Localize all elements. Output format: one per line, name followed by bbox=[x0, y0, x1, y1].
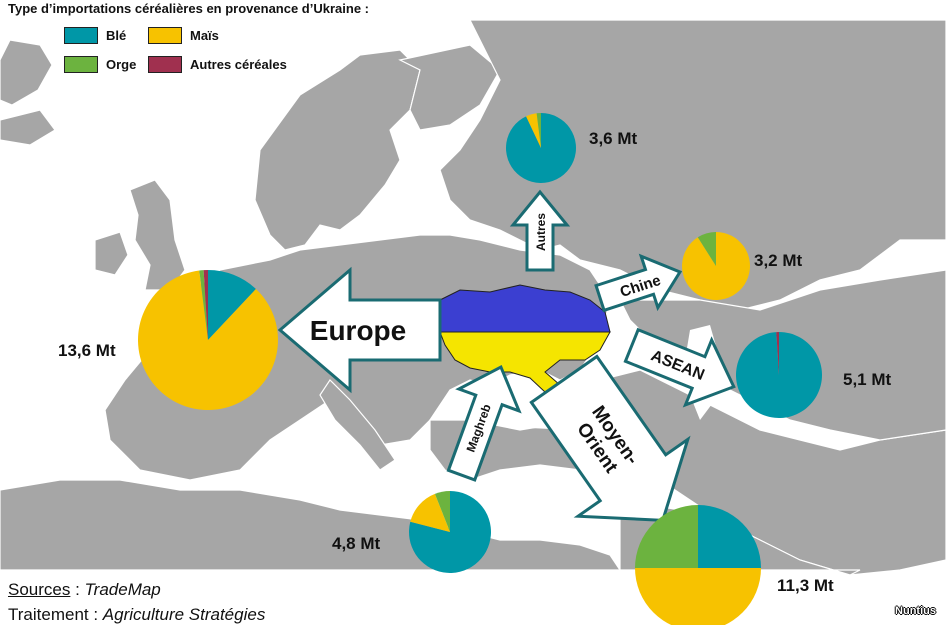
pie-slice-moyen_orient-ble bbox=[698, 505, 761, 568]
value-label-maghreb: 4,8 Mt bbox=[332, 534, 381, 553]
sources-value: TradeMap bbox=[84, 580, 161, 599]
pie-slice-europe-autres bbox=[203, 270, 208, 340]
value-label-moyen-orient: 11,3 Mt bbox=[777, 576, 834, 595]
pie-slice-europe-orge bbox=[199, 270, 208, 340]
pie-slice-autres-mais bbox=[526, 113, 541, 148]
arrow-label-autres: Autres bbox=[534, 213, 548, 251]
legend-swatch-mais bbox=[148, 27, 182, 44]
legend-orge: Orge bbox=[64, 56, 136, 73]
legend-autres: Autres céréales bbox=[148, 56, 287, 73]
pie-slice-maghreb-orge bbox=[434, 491, 450, 532]
sources-line: Sources : TradeMap bbox=[8, 580, 161, 600]
pie-slice-asean-autres bbox=[776, 332, 779, 375]
treatment-prefix: Traitement bbox=[8, 605, 89, 624]
value-label-autres: 3,6 Mt bbox=[589, 129, 638, 148]
legend-swatch-autres bbox=[148, 56, 182, 73]
arrow-moyen-orient bbox=[529, 354, 691, 522]
pie-asean bbox=[736, 332, 822, 418]
legend-label-ble: Blé bbox=[106, 28, 127, 43]
pie-europe bbox=[138, 270, 278, 410]
legend-label-autres: Autres céréales bbox=[190, 57, 287, 72]
map-title: Type d’importations céréalières en prove… bbox=[8, 1, 369, 16]
value-label-asean: 5,1 Mt bbox=[843, 370, 892, 389]
arrow-europe bbox=[277, 266, 442, 394]
arrow-maghreb bbox=[446, 364, 522, 482]
legend-label-orge: Orge bbox=[106, 57, 137, 72]
arrow-label-europe: Europe bbox=[310, 315, 406, 346]
pie-slice-europe-mais bbox=[138, 270, 278, 410]
arrow-asean bbox=[623, 327, 736, 408]
treatment-sep: : bbox=[88, 605, 103, 624]
credit-logo: Nuntius bbox=[895, 605, 936, 617]
pie-maghreb bbox=[408, 491, 491, 574]
arrow-autres bbox=[509, 189, 571, 272]
pie-slice-maghreb-ble bbox=[408, 491, 491, 574]
value-label-europe: 13,6 Mt bbox=[58, 341, 116, 360]
legend-swatch-ble bbox=[64, 27, 98, 44]
arrows-layer: Europe Autres Chine ASEAN Maghreb Moyen-… bbox=[277, 189, 736, 522]
pie-slice-maghreb-mais bbox=[410, 493, 450, 532]
legend-ble: Blé bbox=[64, 27, 126, 44]
pie-chine bbox=[682, 232, 750, 300]
value-label-chine: 3,2 Mt bbox=[754, 251, 803, 270]
pie-moyen_orient bbox=[635, 505, 761, 625]
pie-slice-moyen_orient-mais bbox=[635, 568, 761, 625]
sources-sep: : bbox=[70, 580, 85, 599]
legend-mais: Maïs bbox=[148, 27, 219, 44]
sources-prefix: Sources bbox=[8, 580, 71, 599]
pies-layer bbox=[138, 113, 822, 625]
arrow-chine bbox=[594, 253, 683, 313]
treatment-value: Agriculture Stratégies bbox=[102, 605, 266, 624]
pie-autres bbox=[505, 113, 577, 184]
legend-label-mais: Maïs bbox=[190, 28, 219, 43]
pie-slice-autres-orge bbox=[536, 113, 541, 148]
pie-slice-chine-orge bbox=[697, 232, 716, 266]
pie-slice-europe-ble bbox=[208, 270, 256, 340]
legend-swatch-orge bbox=[64, 56, 98, 73]
pie-slice-moyen_orient-orge bbox=[635, 505, 698, 568]
treatment-line: Traitement : Agriculture Stratégies bbox=[8, 605, 265, 625]
